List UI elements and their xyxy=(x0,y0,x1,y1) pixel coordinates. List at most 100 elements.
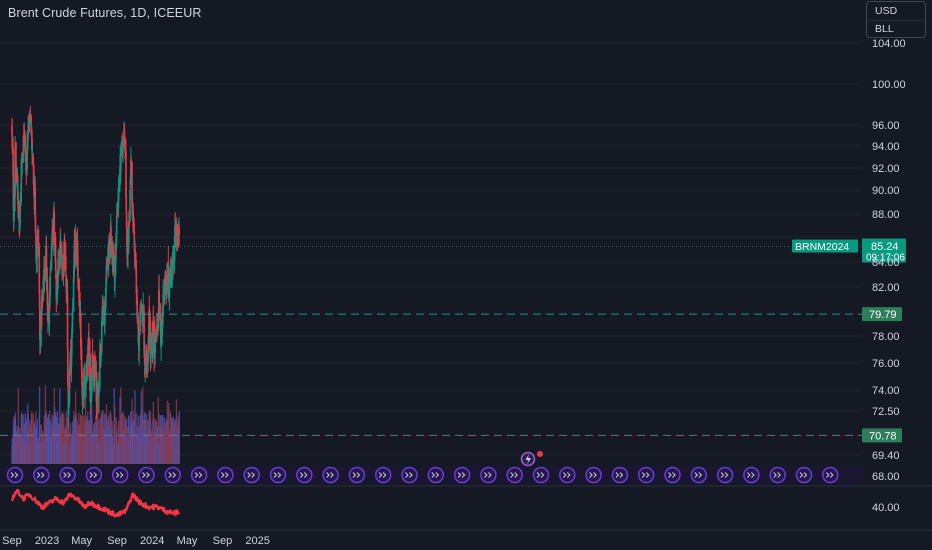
volume-bar xyxy=(152,402,155,464)
volume-bar xyxy=(15,434,17,464)
candle-body xyxy=(75,237,78,252)
event-marker-icon[interactable] xyxy=(611,466,629,484)
y-tick-label: 82.00 xyxy=(872,282,900,294)
event-marker-icon[interactable] xyxy=(111,466,129,484)
event-marker-icon[interactable] xyxy=(743,466,760,484)
volume-bar xyxy=(33,423,36,464)
event-marker-icon[interactable] xyxy=(769,466,786,484)
candle-body xyxy=(144,371,147,373)
candle-body xyxy=(148,308,151,317)
event-marker-icon[interactable] xyxy=(637,466,655,484)
x-tick-label: 2025 xyxy=(245,535,269,547)
candle-body xyxy=(143,311,145,353)
x-tick-label: Sep xyxy=(2,535,22,547)
event-marker-icon[interactable] xyxy=(795,466,813,484)
volume-bar xyxy=(120,387,122,464)
event-marker-icon[interactable] xyxy=(33,466,50,484)
y-tick-label: 72.50 xyxy=(872,406,900,418)
volume-bar xyxy=(21,434,23,464)
event-marker-icon[interactable] xyxy=(427,466,445,484)
volume-bar xyxy=(158,413,160,464)
event-marker-icon[interactable] xyxy=(690,466,708,484)
event-marker-icon[interactable] xyxy=(559,466,576,484)
currency-unit-selector[interactable]: USD BLL xyxy=(866,1,926,38)
event-marker-icon[interactable] xyxy=(322,466,339,484)
volume-bar xyxy=(68,422,70,464)
event-marker-icon[interactable] xyxy=(532,466,550,484)
candle-body xyxy=(124,144,126,154)
event-marker-icon[interactable] xyxy=(59,466,76,484)
candle-body xyxy=(140,305,143,307)
volume-bar xyxy=(25,419,28,464)
volume-bar xyxy=(160,431,163,464)
event-marker-arrows xyxy=(221,472,229,478)
event-marker-icon[interactable] xyxy=(138,466,155,484)
event-marker-icon[interactable] xyxy=(506,466,523,484)
volume-bar xyxy=(126,440,128,464)
event-marker-icon[interactable] xyxy=(401,466,418,484)
event-marker-icon[interactable] xyxy=(190,466,208,484)
candle-body xyxy=(88,337,90,342)
volume-bar xyxy=(43,422,46,464)
volume-bar xyxy=(144,434,146,464)
candle-body xyxy=(39,308,41,341)
volume-bar xyxy=(140,390,142,464)
event-marker-icon[interactable] xyxy=(348,466,366,484)
currency-label[interactable]: USD xyxy=(875,5,898,17)
event-marker-arrows xyxy=(194,472,203,478)
candle-body xyxy=(27,117,30,133)
event-marker-arrows xyxy=(431,472,440,478)
event-marker-icon[interactable] xyxy=(217,466,234,484)
volume-bar xyxy=(166,400,169,464)
event-marker-icon[interactable] xyxy=(296,466,313,484)
volume-bar xyxy=(168,430,171,464)
y-tick-label: 88.00 xyxy=(872,209,900,221)
event-marker-icon[interactable] xyxy=(6,466,24,484)
candle-body xyxy=(27,129,29,141)
candle-body xyxy=(170,273,173,275)
volume-bar xyxy=(136,413,138,464)
volume-bar xyxy=(47,414,50,464)
volume-bar xyxy=(97,386,99,464)
volume-bar xyxy=(178,411,180,464)
volume-bar xyxy=(55,441,58,464)
volume-bar xyxy=(81,415,84,464)
volume-bar xyxy=(35,427,38,464)
event-marker-icon[interactable] xyxy=(269,466,287,484)
candle-body xyxy=(19,199,22,214)
volume-bar xyxy=(142,441,144,464)
event-marker-icon[interactable] xyxy=(374,466,392,484)
volume-bar xyxy=(41,431,44,464)
candle-body xyxy=(40,310,43,331)
candle-body xyxy=(57,250,60,258)
event-marker-icon[interactable] xyxy=(585,466,602,484)
event-marker-icon[interactable] xyxy=(243,466,260,484)
candle-body xyxy=(158,315,161,317)
event-marker-icon[interactable] xyxy=(716,466,734,484)
event-marker-arrows xyxy=(825,472,834,478)
y-tick-label: 78.00 xyxy=(872,331,900,343)
volume-bar xyxy=(72,421,74,464)
candle-body xyxy=(120,151,122,157)
event-marker-icon[interactable] xyxy=(164,466,182,484)
event-marker-icon[interactable] xyxy=(85,466,103,484)
candle-body xyxy=(100,321,103,353)
event-marker-arrows xyxy=(484,472,492,478)
candle-body xyxy=(35,255,38,260)
volume-bar xyxy=(17,388,19,464)
candle-body xyxy=(117,188,120,207)
event-marker-arrows xyxy=(668,472,676,478)
alert-badge-icon[interactable] xyxy=(537,451,543,457)
event-marker-icon[interactable] xyxy=(822,466,839,484)
event-marker-arrows xyxy=(720,472,729,478)
event-marker-icon[interactable] xyxy=(664,466,681,484)
event-marker-icon[interactable] xyxy=(480,466,497,484)
candle-body xyxy=(67,349,69,383)
volume-bar xyxy=(19,437,21,464)
event-marker-icon[interactable] xyxy=(453,466,471,484)
candle-body xyxy=(122,136,124,151)
volume-bar xyxy=(108,431,110,464)
y-tick-label: 90.00 xyxy=(872,185,900,197)
unit-label[interactable]: BLL xyxy=(875,23,894,35)
